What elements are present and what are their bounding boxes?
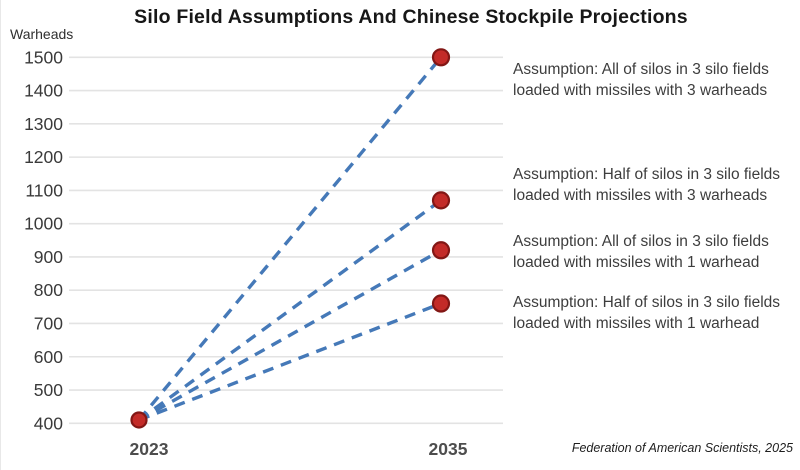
y-tick-label-600: 600 (34, 347, 63, 367)
assumption-annotation-3-line2: loaded with missiles with 1 warhead (513, 254, 760, 271)
x-tick-label-2035: 2035 (429, 439, 468, 459)
assumption-annotation-2-line2: loaded with missiles with 3 warheads (513, 187, 768, 204)
y-tick-label-800: 800 (34, 280, 63, 300)
assumption-annotation-4-line2: loaded with missiles with 1 warhead (513, 315, 760, 332)
chart-title: Silo Field Assumptions And Chinese Stock… (134, 6, 688, 28)
assumption-annotation-3-line1: Assumption: All of silos in 3 silo field… (513, 233, 769, 250)
y-tick-label-1300: 1300 (24, 114, 63, 134)
y-axis-label: Warheads (10, 26, 74, 42)
y-tick-label-1100: 1100 (25, 180, 63, 200)
assumption-annotation-2: Assumption: Half of silos in 3 silo fiel… (513, 164, 800, 206)
data-point-2023 (130, 411, 148, 429)
projection-line-2 (138, 198, 442, 422)
y-tick-label-700: 700 (34, 313, 63, 333)
assumption-annotation-1-line2: loaded with missiles with 3 warheads (513, 82, 768, 99)
y-tick-label-1500: 1500 (24, 47, 63, 67)
x-tick-label-2023: 2023 (130, 439, 169, 459)
assumption-annotation-3: Assumption: All of silos in 3 silo field… (513, 231, 800, 273)
assumption-annotation-1: Assumption: All of silos in 3 silo field… (513, 59, 800, 101)
y-tick-label-400: 400 (34, 413, 63, 433)
assumption-annotation-4-line1: Assumption: Half of silos in 3 silo fiel… (513, 294, 781, 311)
y-tick-label-900: 900 (34, 247, 63, 267)
y-tick-label-1200: 1200 (24, 147, 63, 167)
projection-line-1 (137, 56, 443, 422)
assumption-annotation-2-line1: Assumption: Half of silos in 3 silo fiel… (513, 166, 781, 183)
y-tick-label-500: 500 (34, 380, 63, 400)
data-point-2035-2 (431, 191, 451, 210)
data-point-2035-4 (431, 294, 451, 313)
y-tick-label-1000: 1000 (24, 214, 63, 234)
projection-line-4 (138, 301, 442, 422)
source-attribution: Federation of American Scientists, 2025 (571, 441, 793, 455)
assumption-annotation-4: Assumption: Half of silos in 3 silo fiel… (513, 292, 800, 334)
y-tick-label-1400: 1400 (24, 81, 63, 101)
data-point-2035-1 (431, 48, 451, 67)
projection-line-3 (138, 248, 442, 422)
data-point-2035-3 (431, 241, 451, 260)
assumption-annotation-1-line1: Assumption: All of silos in 3 silo field… (513, 61, 769, 78)
